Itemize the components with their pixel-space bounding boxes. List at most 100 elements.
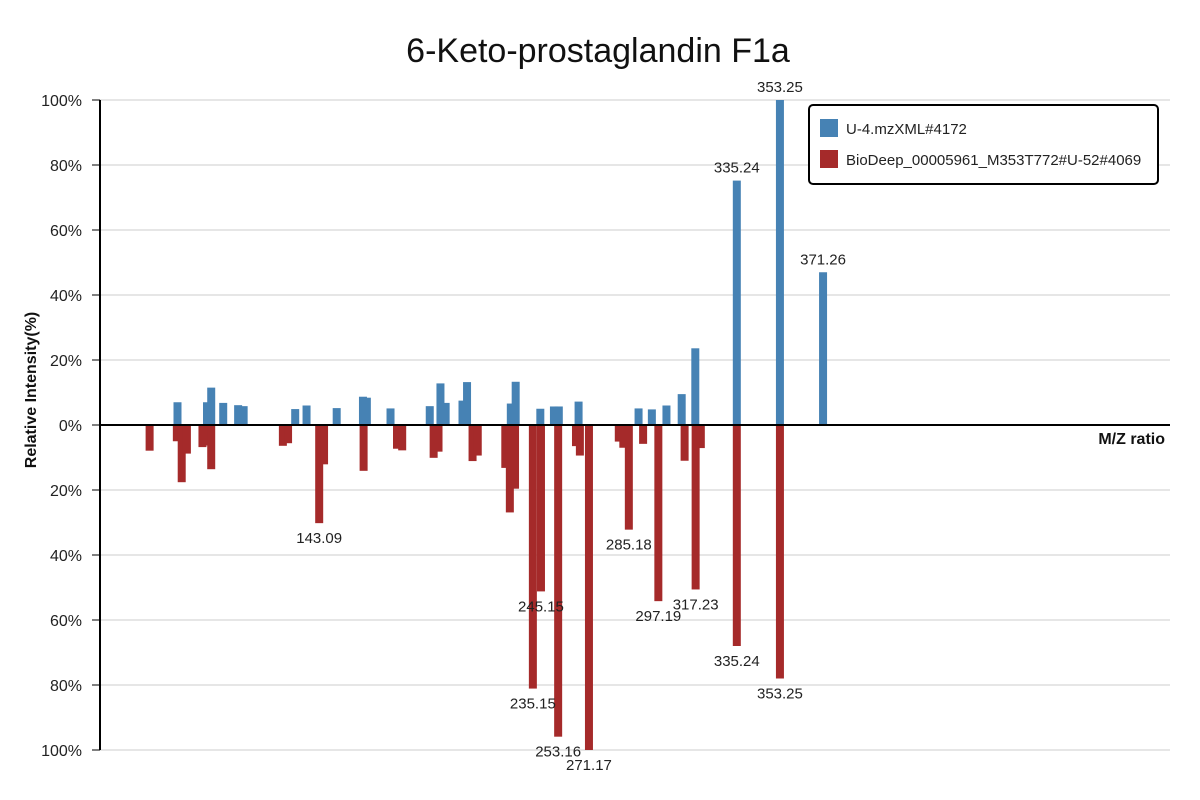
query-peak-bar [554, 406, 563, 425]
reference-peak-bar [284, 425, 293, 444]
query-peak-bar [207, 387, 216, 425]
reference-peak-bar [145, 425, 154, 451]
query-peak-bar [732, 180, 741, 425]
reference-peak-bar [501, 425, 510, 468]
axes [99, 100, 1170, 750]
y-tick-label: 80% [50, 158, 82, 175]
query-peak-bar [362, 397, 371, 425]
query-peak-bar [647, 409, 656, 425]
reference-peak-bar [654, 425, 663, 602]
query-peak-bar [436, 383, 445, 425]
peak-mz-label: 353.25 [757, 79, 803, 96]
query-peak-bar [203, 402, 211, 425]
reference-peak-bar [584, 425, 593, 750]
peak-mz-label: 353.25 [757, 686, 803, 703]
query-peak-bar [219, 402, 228, 425]
reference-peak-bar [696, 425, 705, 449]
reference-peak-bar [434, 425, 443, 452]
y-tick-label: 100% [41, 743, 82, 760]
query-peak-bar [239, 406, 248, 425]
y-tick-label: 40% [50, 288, 82, 305]
reference-peak-bar [429, 425, 438, 458]
reference-peak-bar [315, 425, 324, 524]
reference-peak-bar [732, 425, 741, 646]
reference-peak-bar [182, 425, 191, 454]
reference-peak-bar [473, 425, 482, 456]
query-peak-bar [458, 400, 467, 425]
peak-mz-label: 335.24 [714, 160, 760, 177]
legend-swatch-bottom [820, 150, 838, 168]
legend: U-4.mzXML#4172 BioDeep_00005961_M353T772… [808, 104, 1159, 185]
query-peak-bar [536, 408, 545, 425]
x-axis-title: M/Z ratio [1098, 431, 1165, 448]
y-tick-label: 60% [50, 223, 82, 240]
reference-peak-bar [393, 425, 402, 449]
legend-label-top: U-4.mzXML#4172 [846, 121, 967, 138]
query-peak-bar [463, 382, 472, 425]
peak-mz-label: 335.24 [714, 653, 760, 670]
peak-mz-label: 245.15 [518, 598, 564, 615]
query-peak-bar [506, 403, 515, 425]
y-tick-labels: 100% 80% 60% 40% 20% 0% 20% 40% 60% 80% 100% [41, 93, 82, 760]
legend-swatch-top [820, 119, 838, 137]
chart-title: 6-Keto-prostaglandin F1a [406, 32, 790, 70]
query-peak-bar [291, 409, 300, 425]
peak-mz-label: 371.26 [800, 251, 846, 268]
reference-peak-bar [619, 425, 628, 448]
peak-mz-label: 285.18 [606, 537, 652, 554]
query-peak-bar [662, 405, 671, 425]
query-peak-bar [441, 402, 450, 425]
reference-peak-bar [207, 425, 216, 470]
query-peak-bar [691, 348, 700, 425]
peak-labels: 335.24 353.25 371.26 143.09 235.15 245.15 253.… [296, 79, 846, 774]
query-peak-bar [173, 402, 182, 425]
legend-box [808, 104, 1159, 185]
query-peak-bar [819, 272, 828, 425]
reference-peak-bar [536, 425, 545, 592]
y-tick-label: 20% [50, 353, 82, 370]
reference-peak-bar [511, 425, 520, 489]
query-peak-bar [386, 408, 395, 425]
reference-peak-bar [398, 425, 407, 451]
peak-mz-label: 235.15 [510, 696, 556, 713]
reference-peak-bar [691, 425, 700, 590]
reference-peak-bar [202, 425, 211, 446]
peak-mz-label: 297.19 [635, 608, 681, 625]
reference-peak-bar [639, 425, 648, 444]
query-peak-bar [549, 406, 558, 425]
query-peak-bar [574, 401, 583, 425]
spectrum-bars [145, 100, 828, 750]
reference-peak-bar [468, 425, 477, 462]
reference-peak-bar [575, 425, 584, 456]
reference-peak-bar [775, 425, 784, 679]
reference-peak-bar [278, 425, 287, 446]
query-peak-bar [234, 405, 243, 425]
legend-label-bottom: BioDeep_00005961_M353T772#U-52#4069 [846, 152, 1141, 169]
query-peak-bar [634, 408, 643, 425]
reference-peak-bar [680, 425, 689, 461]
query-peak-bar [302, 405, 311, 425]
query-peak-bar [332, 408, 341, 425]
query-peak-bar [677, 394, 686, 425]
reference-peak-bar [528, 425, 537, 689]
y-axis-title: Relative Intensity(%) [23, 312, 40, 468]
reference-peak-bar [505, 425, 514, 513]
query-peak-bar [775, 100, 784, 425]
y-tick-label: 80% [50, 678, 82, 695]
y-tick-label: 0% [59, 418, 82, 435]
reference-peak-bar [624, 425, 633, 530]
reference-peak-bar [172, 425, 181, 442]
reference-peak-bar [320, 425, 329, 465]
y-tick-label: 40% [50, 548, 82, 565]
y-tick-label: 100% [41, 93, 82, 110]
peak-mz-label: 253.16 [535, 744, 581, 761]
reference-peak-bar [359, 425, 368, 471]
peak-mz-label: 317.23 [673, 596, 719, 613]
reference-peak-bar [614, 425, 623, 442]
y-tick-label: 20% [50, 483, 82, 500]
reference-peak-bar [177, 425, 186, 483]
query-peak-bar [425, 406, 434, 425]
peak-mz-label: 271.17 [566, 757, 612, 774]
